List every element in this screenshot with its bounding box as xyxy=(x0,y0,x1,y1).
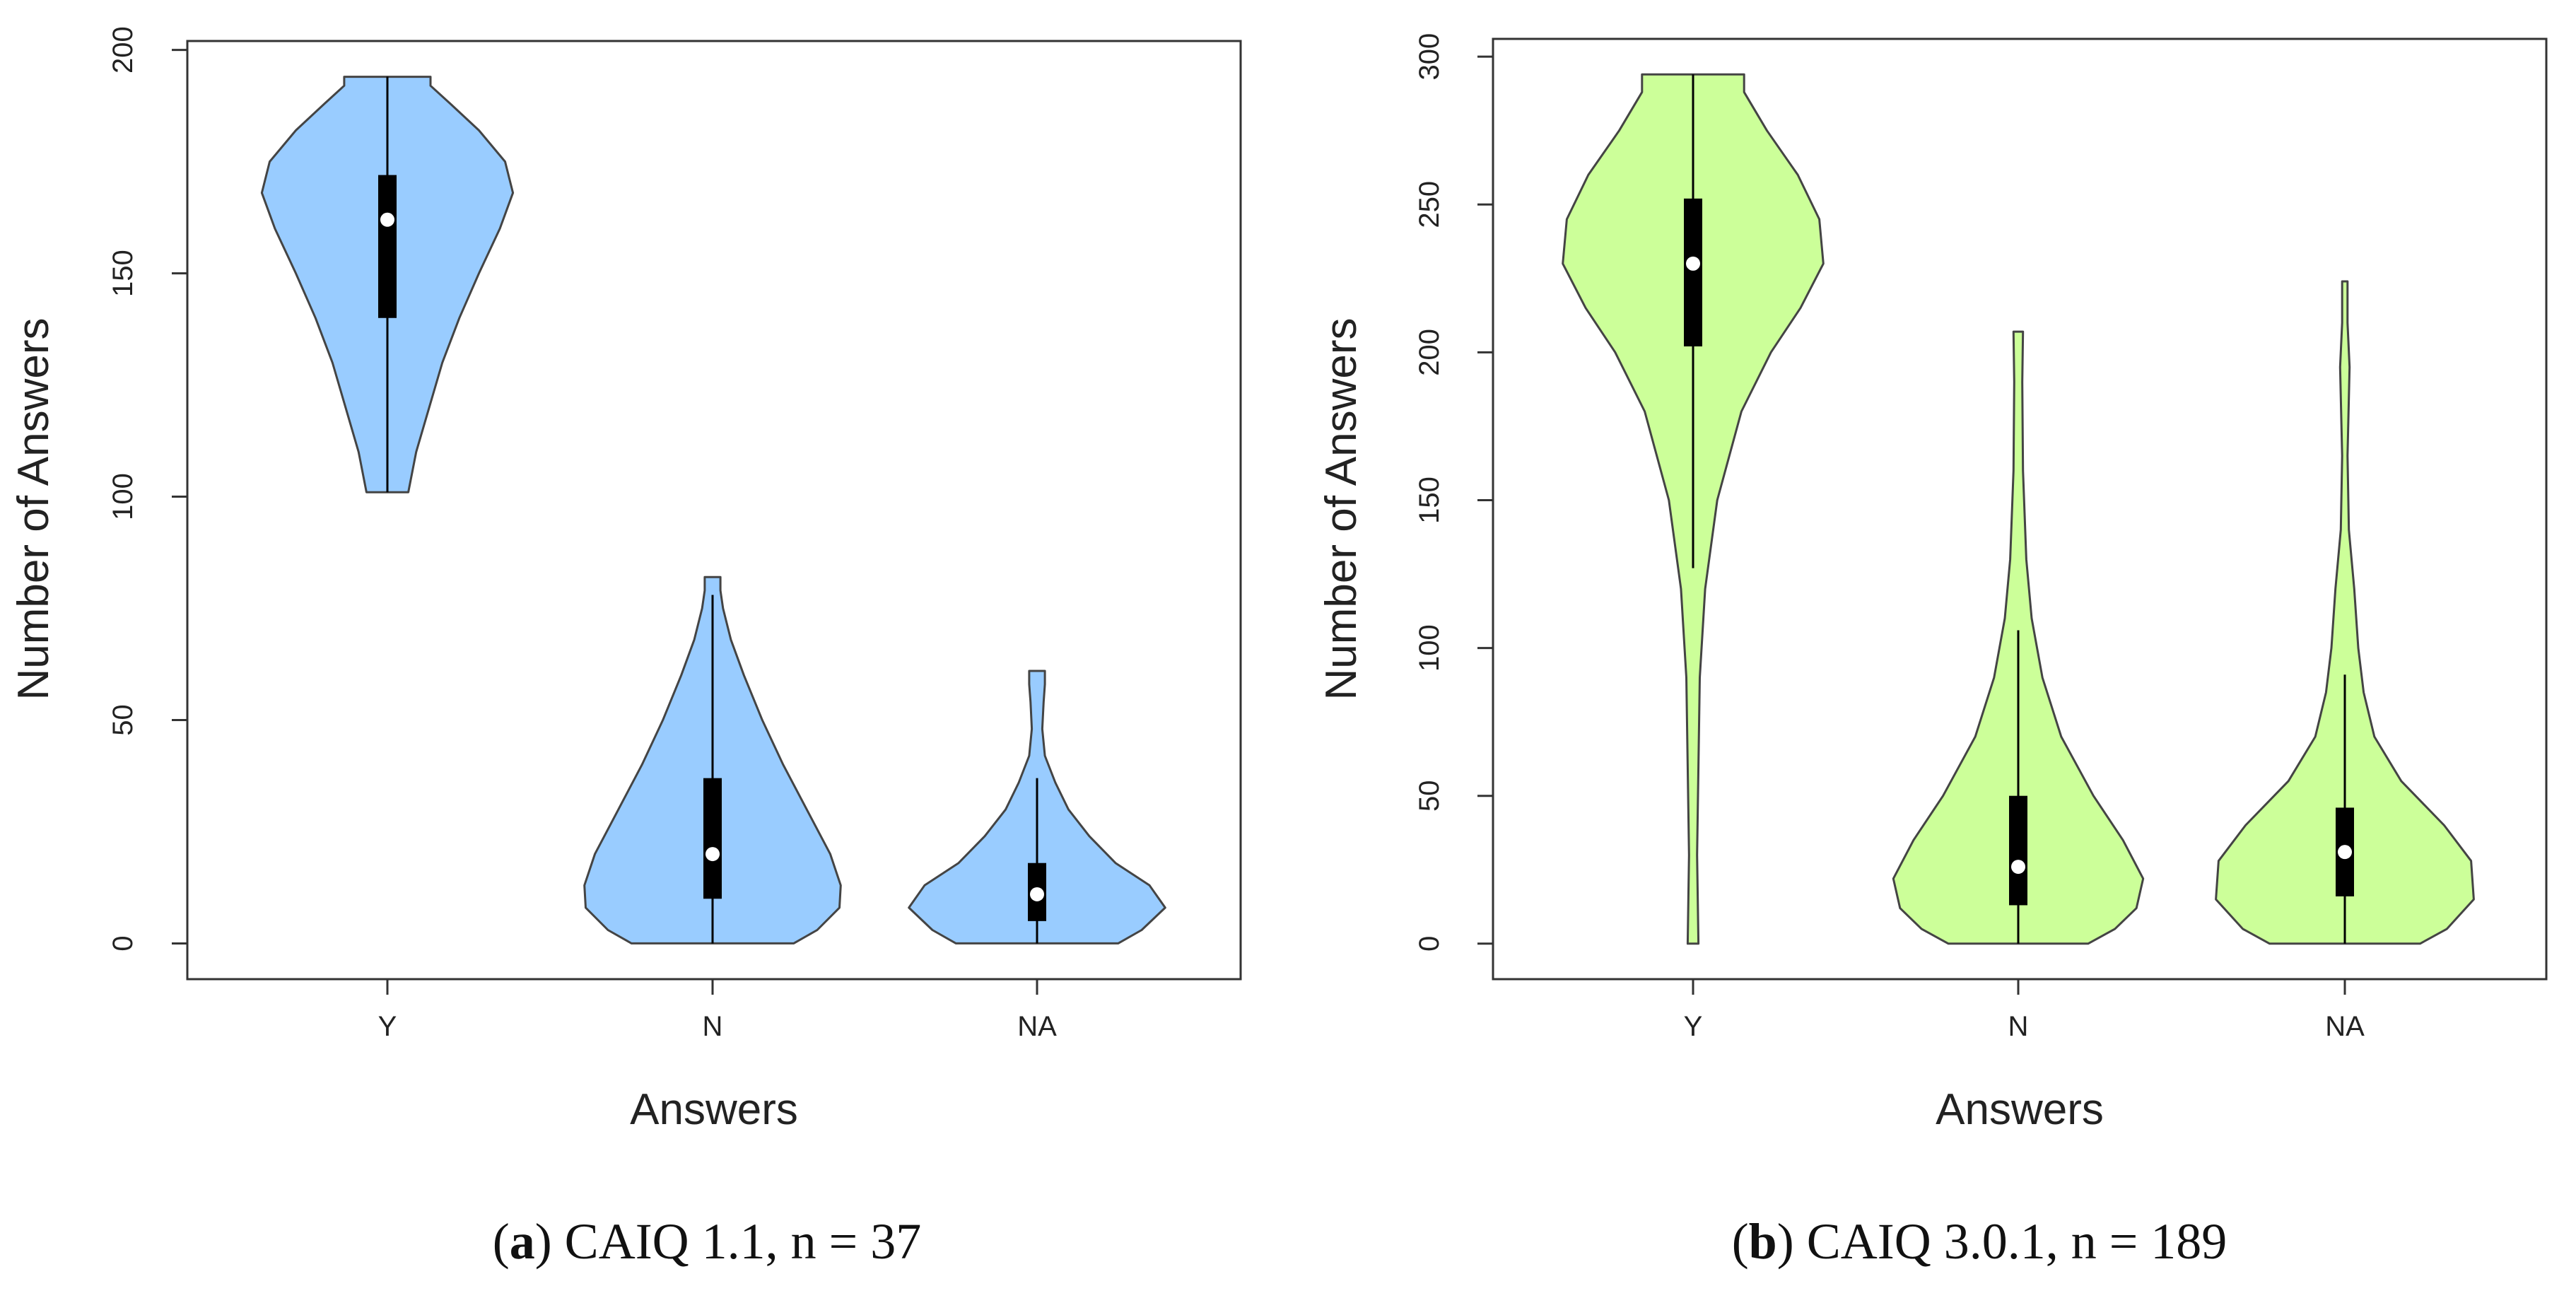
y-tick-label: 0 xyxy=(1414,936,1445,952)
caption-a-text: CAIQ 1.1, n = 37 xyxy=(564,1213,922,1270)
caption-b-text: CAIQ 3.0.1, n = 189 xyxy=(1806,1213,2227,1270)
caption-b: (b) CAIQ 3.0.1, n = 189 xyxy=(1731,1213,2227,1270)
x-axis-title: Answers xyxy=(1936,1085,2104,1134)
panel-b-chart: 0 50 100 150 200 250 300 Y N NA Answers Number of A… xyxy=(1317,33,2548,1134)
x-tick-label: NA xyxy=(1017,1011,1057,1042)
median-dot-Y xyxy=(1686,256,1700,271)
y-tick-label: 150 xyxy=(107,250,139,297)
iqr-box-N xyxy=(703,778,722,899)
median-dot-N xyxy=(706,847,720,862)
caption-a-letter: a xyxy=(509,1213,535,1270)
caption-b-letter: b xyxy=(1748,1213,1777,1270)
y-tick-label: 50 xyxy=(107,704,139,736)
caption-a: (a) CAIQ 1.1, n = 37 xyxy=(492,1213,922,1270)
x-tick-label: NA xyxy=(2325,1011,2365,1042)
y-tick-label: 50 xyxy=(1414,780,1445,812)
plot-frame xyxy=(1492,37,2548,981)
y-tick-label: 300 xyxy=(1414,33,1445,81)
x-tick-label: N xyxy=(2008,1011,2029,1042)
iqr-box-Y xyxy=(1684,198,1702,346)
plot-frame xyxy=(186,40,1242,981)
x-tick-label: N xyxy=(703,1011,723,1042)
y-tick-label: 250 xyxy=(1414,181,1445,228)
y-tick-label: 100 xyxy=(107,473,139,520)
x-tick-label: Y xyxy=(378,1011,397,1042)
iqr-box-Y xyxy=(378,175,397,318)
median-dot-N xyxy=(2011,860,2025,875)
y-tick-label: 0 xyxy=(107,935,139,951)
y-tick-label: 150 xyxy=(1414,476,1445,524)
median-dot-NA xyxy=(1030,887,1044,901)
y-axis-title: Number of Answers xyxy=(9,318,58,701)
y-tick-label: 200 xyxy=(1414,329,1445,376)
y-axis-title: Number of Answers xyxy=(1317,318,1366,701)
iqr-box-N xyxy=(2009,795,2027,906)
panel-a-chart: 0 50 100 150 200 Y N NA Answers Number of Answers xyxy=(9,26,1242,1134)
y-tick-label: 200 xyxy=(107,26,139,74)
violin-NA xyxy=(2215,280,2475,945)
median-dot-NA xyxy=(2338,845,2352,860)
median-dot-Y xyxy=(380,212,394,227)
y-tick-label: 100 xyxy=(1414,624,1445,672)
x-tick-label: Y xyxy=(1684,1011,1703,1042)
x-axis-title: Answers xyxy=(630,1085,798,1134)
